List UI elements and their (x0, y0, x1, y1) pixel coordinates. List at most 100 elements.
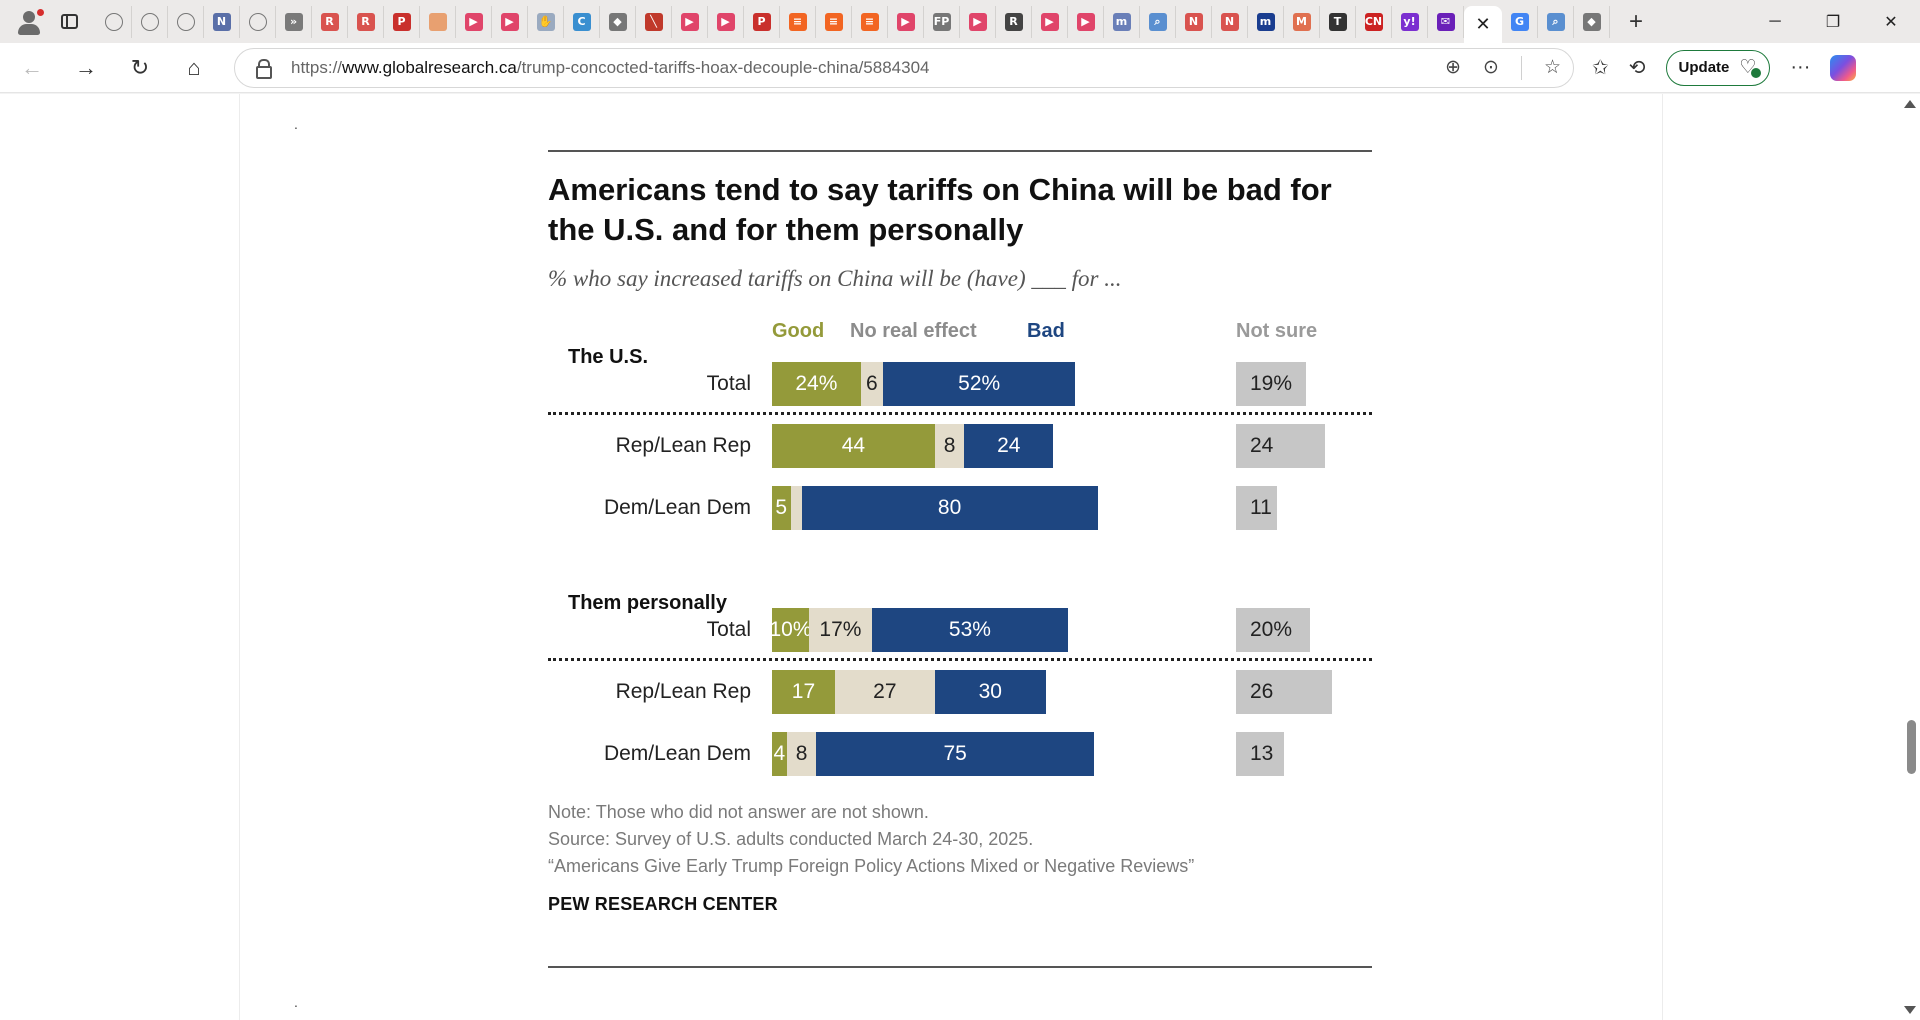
tab[interactable]: ✋ (528, 5, 564, 38)
workspaces-icon[interactable] (52, 5, 86, 39)
row-label: Dem/Lean Dem (603, 496, 751, 519)
tab[interactable]: m (1248, 5, 1284, 38)
tab[interactable]: R (996, 5, 1032, 38)
reader-options-icon[interactable]: ⊙ (1483, 57, 1499, 78)
tab[interactable]: ▶ (456, 5, 492, 38)
page-viewport: . . Americans tend to say tariffs on Chi… (0, 94, 1920, 1020)
tab[interactable]: ▶ (1068, 5, 1104, 38)
history-icon[interactable]: ⟲ (1628, 57, 1646, 79)
new-tab-button[interactable]: + (1628, 7, 1643, 35)
tab[interactable]: C (564, 5, 600, 38)
tab[interactable]: R (312, 5, 348, 38)
url-text[interactable]: https://www.globalresearch.ca/trump-conc… (291, 57, 930, 77)
tab[interactable]: m (1104, 5, 1140, 38)
forward-button[interactable]: → (75, 54, 97, 80)
youtube-icon: ▶ (968, 12, 987, 31)
tab[interactable]: T (1320, 5, 1356, 38)
tab[interactable]: ◆ (600, 5, 636, 38)
chart-note: Source: Survey of U.S. adults conducted … (548, 829, 1034, 849)
address-bar[interactable]: https://www.globalresearch.ca/trump-conc… (234, 47, 1574, 88)
lock-icon[interactable] (255, 58, 273, 79)
youtube-icon: ▶ (500, 12, 519, 31)
scroll-up-arrow-icon[interactable] (1904, 100, 1916, 108)
tab[interactable]: N (204, 5, 240, 38)
tab[interactable] (240, 5, 276, 38)
search-icon: ⌕ (1546, 12, 1565, 31)
tab[interactable]: N (1176, 5, 1212, 38)
tab[interactable]: P (744, 5, 780, 38)
tab[interactable] (132, 5, 168, 38)
globe-icon (176, 12, 195, 31)
tab[interactable]: ▶ (888, 5, 924, 38)
bar-no-effect: 8 (786, 732, 817, 776)
home-button[interactable]: ⌂ (187, 54, 201, 80)
tab[interactable]: y! (1392, 5, 1428, 38)
substack-icon: ≡ (788, 12, 807, 31)
bar-not-sure: 20% (1236, 608, 1310, 652)
hand-icon: ✋ (536, 12, 555, 31)
tab[interactable]: R (348, 5, 384, 38)
minimize-button[interactable]: ─ (1769, 12, 1781, 30)
tab[interactable]: ▶ (672, 5, 708, 38)
tab[interactable]: ▶ (960, 5, 996, 38)
tab[interactable]: ≡ (780, 5, 816, 38)
bar-no-effect: 27 (834, 670, 935, 714)
close-tab-icon[interactable]: ✕ (1475, 14, 1491, 34)
tab[interactable]: P (384, 5, 420, 38)
copilot-icon[interactable] (1830, 54, 1857, 81)
bar-good: 10% (769, 608, 812, 652)
tab[interactable] (168, 5, 204, 38)
tab[interactable]: ▶ (492, 5, 528, 38)
letter-m-icon: m (1112, 12, 1131, 31)
bar-good: 44 (772, 424, 935, 468)
active-tab[interactable]: ✕ (1464, 5, 1502, 44)
letter-n-icon: N (1184, 12, 1203, 31)
tab[interactable]: G (1502, 5, 1538, 38)
globe-icon (248, 12, 267, 31)
tab[interactable]: ⌕ (1538, 5, 1574, 38)
browser-toolbar: ← → ↻ ⌂ https://www.globalresearch.ca/tr… (0, 43, 1920, 93)
zoom-icon[interactable]: ⊕ (1445, 57, 1462, 78)
pew-chart-figure: Americans tend to say tariffs on China w… (548, 150, 1372, 970)
tab[interactable]: ✉ (1428, 5, 1464, 38)
tab[interactable]: » (276, 5, 312, 38)
chart-credit: PEW RESEARCH CENTER (548, 894, 778, 914)
refresh-button[interactable]: ↻ (130, 54, 150, 80)
profile-avatar-icon[interactable] (10, 4, 48, 40)
tab[interactable]: ⌕ (1140, 5, 1176, 38)
tab[interactable] (96, 5, 132, 38)
tab[interactable]: FP (924, 5, 960, 38)
vertical-scrollbar[interactable] (1902, 94, 1920, 1020)
update-button[interactable]: Update (1665, 49, 1771, 86)
close-window-button[interactable]: ✕ (1884, 13, 1898, 31)
scroll-down-arrow-icon[interactable] (1904, 1006, 1916, 1014)
bar-no-effect (790, 486, 802, 530)
tab[interactable]: ▶ (1032, 5, 1068, 38)
tab[interactable]: ╲ (636, 5, 672, 38)
more-options-icon[interactable]: ··· (1790, 56, 1811, 78)
tab[interactable]: ▶ (708, 5, 744, 38)
tab[interactable]: M (1284, 5, 1320, 38)
tab[interactable]: ◆ (1574, 5, 1610, 38)
media-icon: » (284, 12, 303, 31)
scrollbar-thumb[interactable] (1907, 720, 1916, 774)
group-heading: Them personally (568, 592, 727, 614)
tab[interactable]: ≡ (816, 5, 852, 38)
favorites-icon[interactable]: ✩ (1592, 57, 1609, 79)
row-label: Total (706, 372, 751, 395)
bar-good: 17 (772, 670, 835, 714)
back-button[interactable]: ← (21, 54, 43, 80)
tab[interactable] (420, 5, 456, 38)
favorite-star-icon[interactable]: ☆ (1543, 57, 1561, 78)
tab[interactable]: N (1212, 5, 1248, 38)
separator (1520, 55, 1522, 80)
row-label: Rep/Lean Rep (615, 434, 751, 457)
bar-bad: 75 (816, 732, 1094, 776)
bar-no-effect: 6 (860, 362, 883, 406)
letter-m-icon: M (1292, 12, 1311, 31)
tab[interactable]: ≡ (852, 5, 888, 38)
bar-not-sure: 19% (1236, 362, 1307, 406)
tab[interactable]: CN (1356, 5, 1392, 38)
restore-button[interactable]: ❐ (1825, 13, 1841, 31)
stray-dot: . (294, 994, 298, 1010)
